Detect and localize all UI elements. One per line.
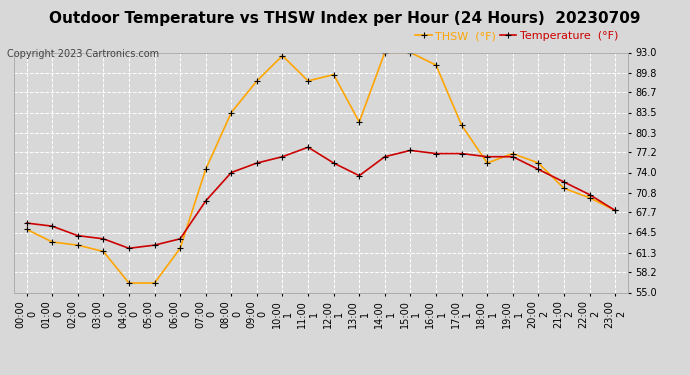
Text: Copyright 2023 Cartronics.com: Copyright 2023 Cartronics.com xyxy=(7,49,159,59)
Legend: THSW  (°F), Temperature  (°F): THSW (°F), Temperature (°F) xyxy=(411,27,622,46)
Text: Outdoor Temperature vs THSW Index per Hour (24 Hours)  20230709: Outdoor Temperature vs THSW Index per Ho… xyxy=(49,11,641,26)
